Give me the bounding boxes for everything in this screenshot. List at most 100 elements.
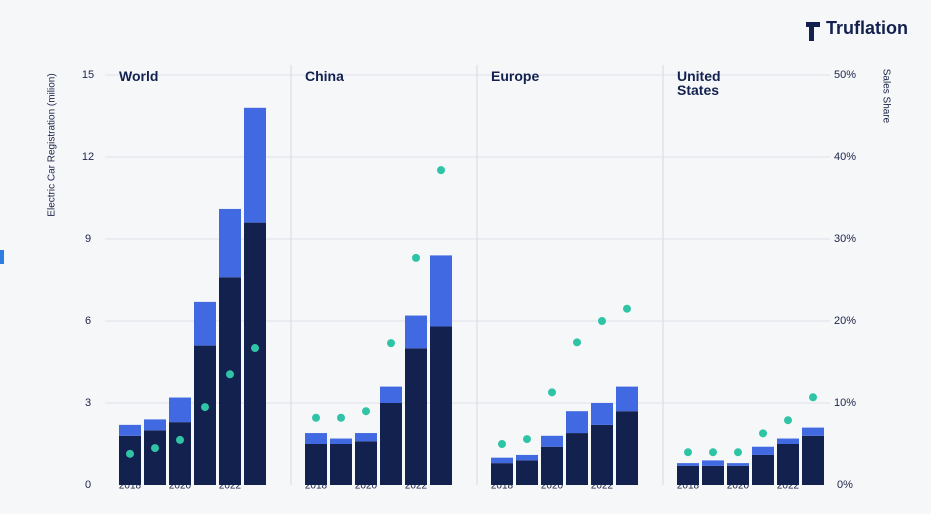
bar (616, 411, 638, 485)
panel-title: World (119, 68, 159, 84)
y2-tick-label: 20% (834, 315, 856, 327)
brand-logo (806, 22, 820, 41)
share-dot (126, 449, 134, 458)
share-dot (809, 393, 817, 402)
share-dot (598, 317, 606, 325)
share-dot (312, 413, 320, 422)
bar (219, 208, 241, 278)
panel-title: China (305, 68, 344, 84)
x-tick-label: 2018 (491, 481, 514, 492)
bar (330, 444, 352, 485)
bar (144, 430, 166, 485)
y-tick-label: 9 (85, 233, 91, 245)
share-dot (151, 444, 159, 453)
x-tick-label: 2018 (305, 481, 328, 492)
bar (244, 222, 266, 485)
y2-tick-label: 0% (837, 479, 853, 491)
bar (330, 438, 352, 444)
bar (752, 446, 774, 455)
share-dot (548, 388, 556, 397)
bar (305, 444, 327, 485)
panel-title: Europe (491, 68, 540, 84)
x-tick-label: 2022 (591, 481, 614, 492)
bar (727, 465, 749, 485)
y-tick-label: 0 (85, 479, 91, 491)
bar (119, 435, 141, 485)
y-tick-label: 6 (85, 315, 91, 327)
bar (802, 435, 824, 485)
panel-title: United States (677, 68, 721, 98)
x-tick-label: 2020 (727, 481, 750, 492)
bar (591, 424, 613, 485)
bar (541, 435, 563, 447)
x-tick-label: 2018 (677, 481, 700, 492)
share-dot (387, 339, 395, 348)
share-dot (412, 253, 420, 262)
bar (380, 386, 402, 403)
bar (194, 345, 216, 485)
bar (777, 438, 799, 444)
bar (194, 301, 216, 346)
bar (516, 454, 538, 461)
y-tick-label: 15 (82, 69, 94, 81)
x-tick-label: 2018 (119, 481, 142, 492)
share-dot (201, 403, 209, 412)
bar (677, 465, 699, 485)
bar (566, 433, 588, 485)
x-tick-label: 2020 (169, 481, 192, 492)
bar (305, 433, 327, 444)
y-tick-label: 12 (82, 151, 94, 163)
bar (169, 422, 191, 485)
share-dot (784, 416, 792, 425)
share-dot (759, 429, 767, 438)
bar (802, 427, 824, 436)
share-dot (226, 370, 234, 379)
x-tick-label: 2022 (405, 481, 428, 492)
bar (244, 107, 266, 223)
y-axis-label: Electric Car Registration (milion) (47, 73, 58, 216)
share-dot (251, 344, 259, 353)
bar (541, 446, 563, 485)
bar (380, 403, 402, 485)
share-dot (498, 440, 506, 448)
brand: Truflation (826, 18, 908, 38)
x-tick-label: 2020 (541, 481, 564, 492)
share-dot (362, 407, 370, 416)
share-dot (709, 448, 717, 457)
x-tick-label: 2022 (777, 481, 800, 492)
bar (727, 463, 749, 466)
bar (566, 411, 588, 434)
bar (491, 463, 513, 485)
y2-tick-label: 50% (834, 69, 856, 81)
y2-tick-label: 10% (834, 397, 856, 409)
bar (219, 277, 241, 485)
y2-axis-label: Sales Share (880, 69, 891, 124)
bar (591, 403, 613, 425)
y2-tick-label: 40% (834, 151, 856, 163)
y2-tick-label: 30% (834, 233, 856, 245)
bar (516, 460, 538, 485)
share-dot (684, 448, 692, 457)
side-marker (0, 250, 4, 264)
bar (405, 315, 427, 349)
share-dot (176, 435, 184, 444)
bar (405, 348, 427, 485)
share-dot (734, 448, 742, 457)
bar (119, 424, 141, 436)
share-dot (337, 413, 345, 422)
share-dot (573, 338, 581, 347)
share-dot (523, 435, 531, 444)
bar (616, 386, 638, 412)
x-tick-label: 2020 (355, 481, 378, 492)
y-tick-label: 3 (85, 397, 91, 409)
bar (777, 444, 799, 485)
share-dot (437, 166, 445, 175)
bar (169, 397, 191, 423)
x-tick-label: 2022 (219, 481, 242, 492)
bar (355, 433, 377, 442)
bar (702, 465, 724, 485)
share-dot (623, 304, 631, 313)
bar (702, 460, 724, 466)
